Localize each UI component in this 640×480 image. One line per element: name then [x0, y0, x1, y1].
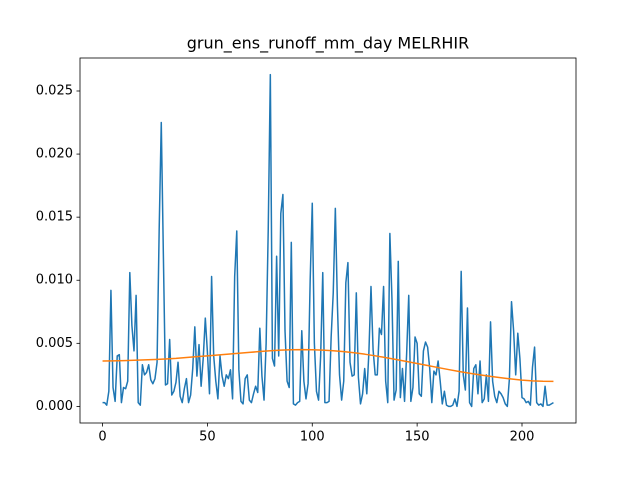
x-tick-label: 100 — [300, 430, 325, 445]
y-tick-label: 0.005 — [36, 336, 73, 351]
plot-frame — [79, 57, 577, 424]
y-tick-label: 0.015 — [36, 210, 73, 225]
y-tick-label: 0.020 — [36, 147, 73, 162]
x-tick-label: 50 — [199, 430, 216, 445]
x-tick-label: 0 — [98, 430, 106, 445]
y-tick-label: 0.000 — [36, 399, 73, 414]
y-tick-label: 0.010 — [36, 273, 73, 288]
data-line — [102, 73, 554, 408]
x-tick-label: 150 — [405, 430, 430, 445]
chart-title: grun_ens_runoff_mm_day MELRHIR — [187, 34, 470, 54]
data-line — [102, 348, 554, 383]
y-tick-label: 0.025 — [36, 83, 73, 98]
x-tick-label: 200 — [510, 430, 535, 445]
